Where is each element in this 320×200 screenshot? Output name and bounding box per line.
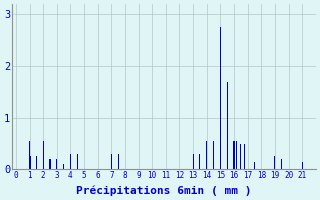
Bar (43, 141, 44, 169)
Bar (36, 156, 37, 169)
Bar (118, 154, 119, 169)
Bar (193, 154, 194, 169)
Bar (29, 141, 30, 169)
Bar (111, 154, 112, 169)
Bar (70, 154, 71, 169)
Bar (63, 164, 64, 169)
Bar (77, 154, 78, 169)
Bar (206, 141, 207, 169)
Bar (227, 82, 228, 169)
Bar (199, 154, 201, 169)
Bar (220, 27, 221, 169)
X-axis label: Précipitations 6min ( mm ): Précipitations 6min ( mm ) (76, 185, 252, 196)
Bar (281, 159, 282, 169)
Bar (49, 159, 51, 169)
Bar (244, 144, 245, 169)
Bar (30, 156, 31, 169)
Bar (254, 162, 255, 169)
Bar (274, 156, 276, 169)
Bar (302, 162, 303, 169)
Bar (236, 141, 237, 169)
Bar (240, 144, 241, 169)
Bar (234, 141, 235, 169)
Bar (213, 141, 214, 169)
Bar (56, 159, 57, 169)
